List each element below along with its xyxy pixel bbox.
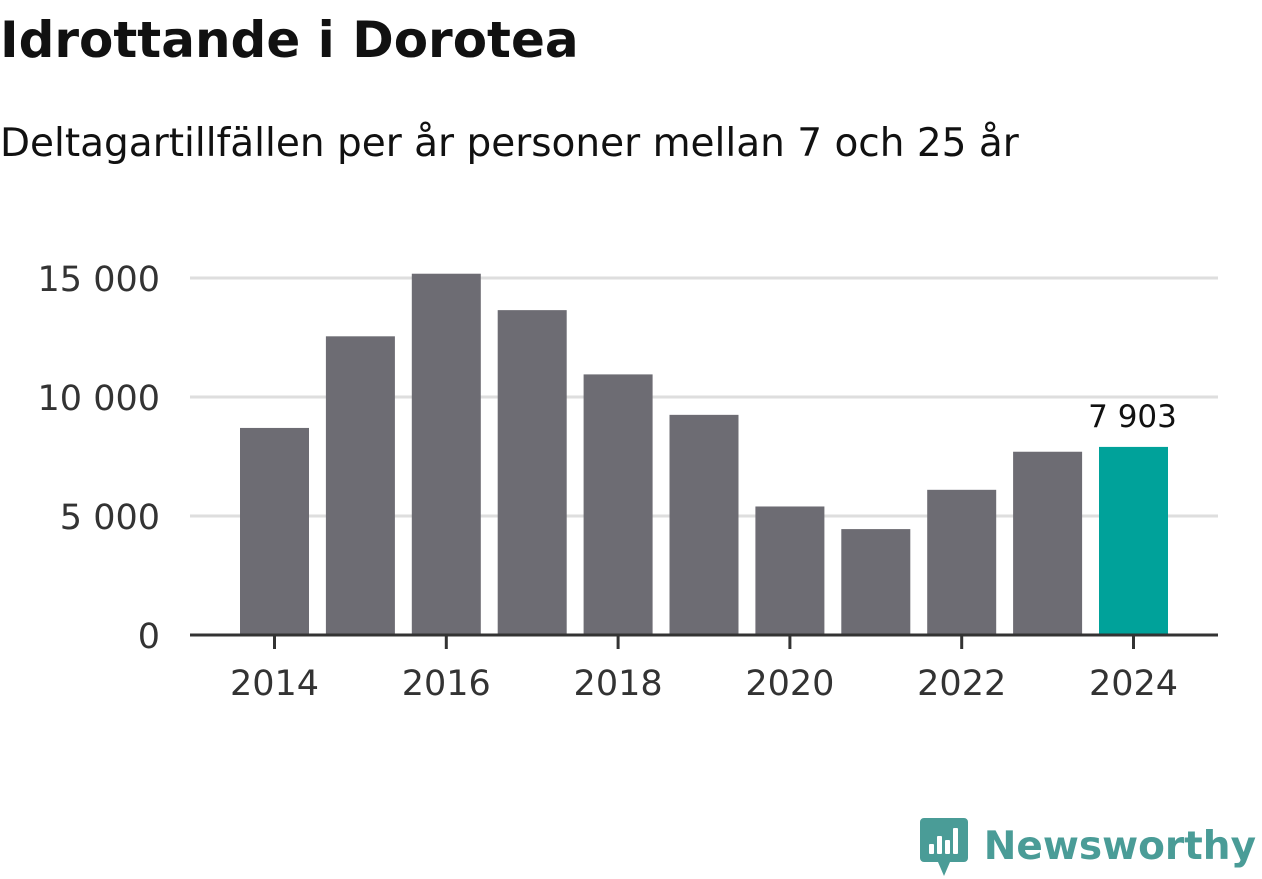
bar-2021 xyxy=(841,529,911,635)
brand-name: Newsworthy xyxy=(983,824,1256,869)
x-tick-label: 2014 xyxy=(230,664,319,704)
y-tick-label: 15 000 xyxy=(38,260,160,300)
bar-2016 xyxy=(411,273,481,635)
bar-2022 xyxy=(927,489,997,635)
axes: 0 5 000 10 000 15 000 2014 2016 2018 2020 2022 20… xyxy=(38,260,1218,704)
bar-2014 xyxy=(240,427,309,635)
chart-subtitle: Deltagartillfällen per år personer mella… xyxy=(0,121,1019,166)
bar-chart: 0 5 000 10 000 15 000 2014 2016 2018 2020 2022 20… xyxy=(38,260,1218,704)
bars xyxy=(240,273,1168,635)
data-label-highlight: 7 903 xyxy=(1088,399,1177,435)
x-tick-label: 2024 xyxy=(1089,664,1178,704)
chart-title: Idrottande i Dorotea xyxy=(0,11,579,69)
bar-2023 xyxy=(1013,451,1083,635)
x-tick-label: 2020 xyxy=(745,664,834,704)
y-tick-label: 10 000 xyxy=(38,379,160,419)
bar-2020 xyxy=(755,506,825,635)
bar-2015 xyxy=(325,336,395,635)
brand-footer: Newsworthy xyxy=(919,818,1256,876)
newsworthy-logo-icon xyxy=(919,818,968,876)
y-tick-label: 5 000 xyxy=(60,498,160,538)
data-labels: 7 903 xyxy=(1088,399,1177,435)
bar-2017 xyxy=(497,310,567,635)
bar-2018 xyxy=(583,374,653,635)
x-tick-label: 2022 xyxy=(917,664,1006,704)
bar-2024 xyxy=(1099,446,1168,635)
y-tick-label: 0 xyxy=(138,617,160,657)
x-tick-label: 2018 xyxy=(574,664,663,704)
bar-2019 xyxy=(669,414,739,635)
x-tick-label: 2016 xyxy=(402,664,491,704)
